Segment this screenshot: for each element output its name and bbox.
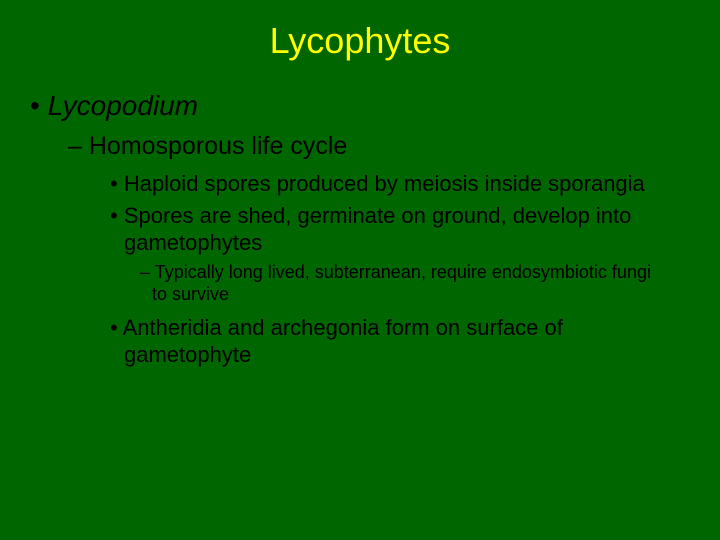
bullet-l3-haploid: Haploid spores produced by meiosis insid… [110,171,720,197]
bullet-l3-spores: Spores are shed, germinate on ground, de… [110,203,720,256]
bullet-l1-lycopodium: Lycopodium [30,90,720,122]
slide-container: Lycophytes Lycopodium Homosporous life c… [0,0,720,540]
bullet-l3-antheridia: Antheridia and archegonia form on surfac… [110,315,720,368]
slide-title: Lycophytes [0,20,720,62]
bullet-l2-lifecycle: Homosporous life cycle [68,132,720,161]
bullet-l4-longlived: Typically long lived, subterranean, requ… [140,262,720,305]
